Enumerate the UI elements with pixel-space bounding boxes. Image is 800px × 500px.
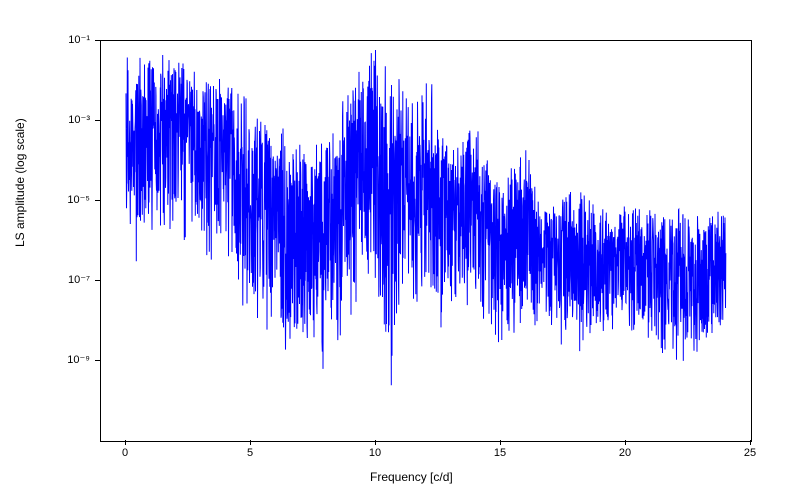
x-axis-label: Frequency [c/d] [370, 470, 453, 484]
x-tick [750, 440, 751, 445]
y-tick-label: 10⁻⁵ [50, 193, 90, 206]
plot-area [100, 40, 752, 442]
x-tick [125, 440, 126, 445]
y-tick [95, 360, 100, 361]
x-tick-label: 10 [360, 447, 390, 459]
x-tick-label: 0 [110, 447, 140, 459]
y-tick [95, 120, 100, 121]
x-tick [625, 440, 626, 445]
x-tick-label: 25 [735, 447, 765, 459]
x-tick [375, 440, 376, 445]
x-tick [250, 440, 251, 445]
y-tick [95, 280, 100, 281]
x-tick-label: 5 [235, 447, 265, 459]
x-tick [500, 440, 501, 445]
y-tick-label: 10⁻³ [50, 113, 90, 126]
x-tick-label: 20 [610, 447, 640, 459]
y-tick [95, 40, 100, 41]
x-tick-label: 15 [485, 447, 515, 459]
y-tick-label: 10⁻¹ [50, 33, 90, 46]
y-tick [95, 200, 100, 201]
y-tick-label: 10⁻⁹ [50, 353, 90, 366]
periodogram-line [101, 41, 751, 441]
y-tick-label: 10⁻⁷ [50, 273, 90, 286]
periodogram-chart: LS amplitude (log scale) Frequency [c/d]… [0, 0, 800, 500]
y-axis-label: LS amplitude (log scale) [13, 118, 27, 247]
